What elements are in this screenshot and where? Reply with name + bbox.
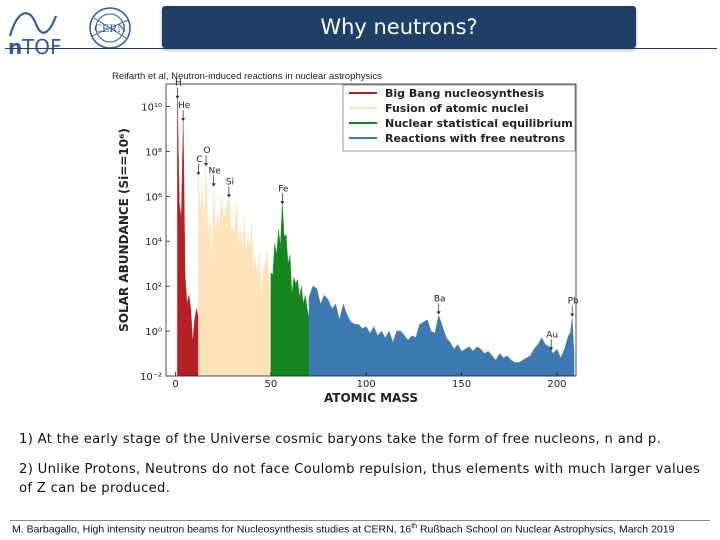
- bullet-1: 1) At the early stage of the Universe co…: [19, 432, 662, 447]
- footer: M. Barbagallo, High intensity neutron be…: [12, 523, 712, 536]
- legend: Big Bang nucleosynthesis Fusion of atomic…: [342, 84, 576, 152]
- annotation-arrowhead: [204, 163, 209, 167]
- svg-text:CERN: CERN: [94, 21, 126, 35]
- series-area-fusion-of-atomic-nuclei: [198, 164, 272, 377]
- annotation-fe: Fe: [278, 184, 289, 194]
- logo-area: n TOF CERN: [4, 2, 154, 62]
- legend-label-nuclear-statistical-equilibrium: Nuclear statistical equilibrium: [385, 117, 573, 130]
- cern-logo: CERN: [89, 7, 131, 49]
- annotation-arrowhead: [196, 172, 201, 176]
- annotation-h: H: [175, 79, 182, 89]
- annotation-si: Si: [226, 178, 234, 188]
- ticks-layer: 0 50 100 150 200 10⁻² 10⁰ 10² 10⁴ 10⁶ 10⁸ 10¹⁰: [140, 102, 566, 390]
- series-area-reactions-with-free-neutrons: [308, 285, 575, 377]
- y-tick-label: 10¹⁰: [141, 102, 162, 113]
- legend-label-big-bang-nucleosynthesis: Big Bang nucleosynthesis: [385, 87, 545, 100]
- chart-source: Reifarth et al, Neutron-induced reaction…: [112, 71, 382, 82]
- x-tick-label: 50: [265, 379, 278, 390]
- annotation-he: He: [178, 101, 191, 111]
- y-tick-label: 10⁶: [145, 192, 162, 203]
- bullet-2: 2) Unlike Protons, Neutrons do not face …: [19, 462, 701, 496]
- annotation-au: Au: [546, 330, 558, 340]
- series-layer: [177, 97, 575, 377]
- x-tick-label: 100: [357, 379, 376, 390]
- legend-label-reactions-with-free-neutrons: Reactions with free neutrons: [385, 132, 566, 145]
- abundance-chart: Reifarth et al, Neutron-induced reaction…: [108, 68, 588, 412]
- y-axis-label: SOLAR ABUNDANCE (Si==10⁶): [117, 128, 131, 332]
- x-axis-label: ATOMIC MASS: [324, 391, 418, 405]
- x-tick-label: 0: [172, 379, 178, 390]
- annotation-ne: Ne: [209, 166, 222, 176]
- footer-divider: [10, 520, 710, 521]
- annotation-arrowhead: [175, 95, 180, 99]
- footer-text-start: M. Barbagallo, High intensity neutron be…: [12, 523, 412, 536]
- legend-label-fusion-of-atomic-nuclei: Fusion of atomic nuclei: [385, 102, 529, 115]
- annotation-arrowhead: [549, 347, 554, 351]
- annotation-arrowhead: [280, 201, 285, 205]
- series-area-nuclear-statistical-equilibrium: [270, 202, 310, 377]
- abundance-chart-svg: Reifarth et al, Neutron-induced reaction…: [112, 71, 579, 405]
- footer-superscript: th: [411, 523, 418, 530]
- footer-text-end: Rußbach School on Nuclear Astrophysics, …: [417, 523, 675, 536]
- annotation-ba: Ba: [434, 294, 446, 304]
- plot-frame: [165, 83, 577, 377]
- y-tick-label: 10²: [145, 282, 162, 293]
- annotation-arrowhead: [226, 194, 231, 198]
- x-tick-label: 200: [547, 379, 566, 390]
- annotation-pb: Pb: [568, 297, 579, 307]
- svg-text:TOF: TOF: [21, 35, 61, 59]
- x-tick-label: 150: [452, 379, 471, 390]
- annotation-o: O: [203, 146, 210, 156]
- series-area-big-bang-nucleosynthesis: [177, 97, 199, 377]
- annotation-arrowhead: [570, 313, 575, 317]
- slide-title: Why neutrons?: [162, 6, 636, 48]
- ntof-logo: n TOF: [8, 12, 61, 59]
- legend-box: [342, 84, 576, 152]
- bullet-list: 1) At the early stage of the Universe co…: [19, 430, 709, 509]
- title-divider: [5, 48, 717, 49]
- annotation-arrowhead: [211, 183, 216, 187]
- y-tick-label: 10⁴: [145, 237, 162, 248]
- annotation-c: C: [196, 155, 202, 165]
- y-tick-label: 10⁰: [145, 327, 162, 338]
- annotation-arrowhead: [436, 311, 441, 315]
- y-tick-label: 10⁻²: [140, 372, 162, 383]
- annotation-layer: H He CO Ne Si Fe Ba Au Pb: [175, 79, 579, 351]
- svg-text:n: n: [8, 35, 22, 59]
- annotation-arrowhead: [181, 118, 186, 122]
- y-tick-label: 10⁸: [145, 147, 162, 158]
